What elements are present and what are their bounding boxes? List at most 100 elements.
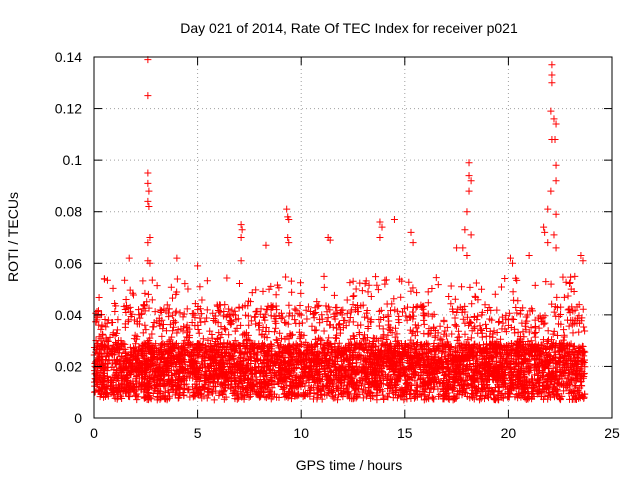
data-point	[493, 328, 501, 336]
data-point	[240, 330, 248, 338]
data-point	[267, 282, 275, 290]
data-point	[109, 284, 117, 292]
data-point	[127, 367, 135, 375]
data-point	[468, 300, 476, 308]
data-point	[490, 327, 498, 335]
data-point	[562, 278, 570, 286]
data-point	[567, 273, 575, 281]
data-point	[515, 390, 523, 398]
data-point	[536, 312, 544, 320]
data-point	[491, 290, 499, 298]
data-point	[236, 280, 244, 288]
data-point	[413, 289, 421, 297]
data-point	[205, 391, 213, 399]
data-point	[557, 341, 565, 349]
data-point	[393, 330, 401, 338]
data-point	[297, 311, 305, 319]
data-point	[310, 390, 318, 398]
data-point	[336, 386, 344, 394]
data-point	[91, 388, 99, 396]
data-point	[96, 349, 104, 357]
data-point	[381, 280, 389, 288]
data-point	[474, 296, 482, 304]
data-point	[579, 305, 587, 313]
data-point	[570, 357, 578, 365]
data-point	[564, 292, 572, 300]
data-point	[558, 392, 566, 400]
data-point	[528, 352, 536, 360]
data-point	[580, 323, 588, 331]
data-point	[409, 308, 417, 316]
data-point	[296, 302, 304, 310]
data-point	[97, 384, 105, 392]
data-point	[220, 362, 228, 370]
data-point	[580, 352, 588, 360]
data-point	[133, 372, 141, 380]
data-point	[177, 325, 185, 333]
data-point	[243, 361, 251, 369]
data-point	[126, 286, 134, 294]
data-point	[508, 345, 516, 353]
data-point	[349, 293, 357, 301]
data-point	[325, 334, 333, 342]
data-point	[323, 338, 331, 346]
data-point	[549, 330, 557, 338]
data-point	[225, 305, 233, 313]
data-point	[215, 329, 223, 337]
data-point	[255, 326, 263, 334]
data-point	[133, 396, 141, 404]
data-point	[217, 323, 225, 331]
data-point	[156, 306, 164, 314]
data-point	[285, 301, 293, 309]
data-point	[411, 321, 419, 329]
data-point	[571, 383, 579, 391]
data-point	[308, 322, 316, 330]
data-point	[244, 302, 252, 310]
data-point	[531, 371, 539, 379]
data-point	[580, 393, 588, 401]
data-point	[508, 367, 516, 375]
data-point	[419, 302, 427, 310]
data-point	[373, 281, 381, 289]
data-point	[350, 292, 358, 300]
data-point	[466, 283, 474, 291]
data-point	[423, 354, 431, 362]
data-point	[300, 331, 308, 339]
data-point	[169, 327, 177, 335]
data-point	[281, 318, 289, 326]
data-point	[258, 331, 266, 339]
data-point	[296, 279, 304, 287]
data-point	[531, 281, 539, 289]
data-point	[153, 282, 161, 290]
data-point	[493, 306, 501, 314]
data-point	[497, 283, 505, 291]
data-point	[149, 323, 157, 331]
data-point	[512, 304, 520, 312]
data-point	[157, 387, 165, 395]
data-point	[418, 304, 426, 312]
data-point	[125, 316, 133, 324]
data-point	[497, 335, 505, 343]
data-point	[517, 306, 525, 314]
data-point	[509, 288, 517, 296]
data-point	[231, 307, 239, 315]
data-point	[476, 396, 484, 404]
data-point	[121, 305, 129, 313]
data-point	[445, 292, 453, 300]
data-point	[560, 293, 568, 301]
data-point	[92, 309, 100, 317]
data-point	[239, 303, 247, 311]
data-point	[402, 312, 410, 320]
data-point	[395, 312, 403, 320]
data-point	[282, 273, 290, 281]
data-point	[339, 393, 347, 401]
data-point	[216, 301, 224, 309]
data-point	[374, 286, 382, 294]
data-point	[565, 322, 573, 330]
data-point	[112, 302, 120, 310]
data-point	[385, 325, 393, 333]
data-point	[531, 316, 539, 324]
data-point	[382, 276, 390, 284]
data-point	[543, 351, 551, 359]
data-point	[571, 395, 579, 403]
